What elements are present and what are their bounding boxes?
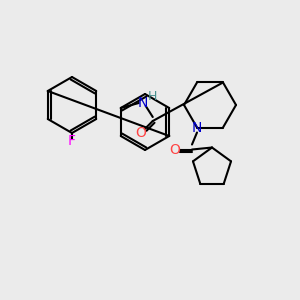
Text: F: F (68, 134, 76, 148)
Text: N: N (192, 121, 202, 134)
Text: O: O (169, 142, 180, 157)
Text: H: H (148, 91, 158, 103)
Text: N: N (138, 96, 148, 110)
Text: O: O (135, 126, 146, 140)
